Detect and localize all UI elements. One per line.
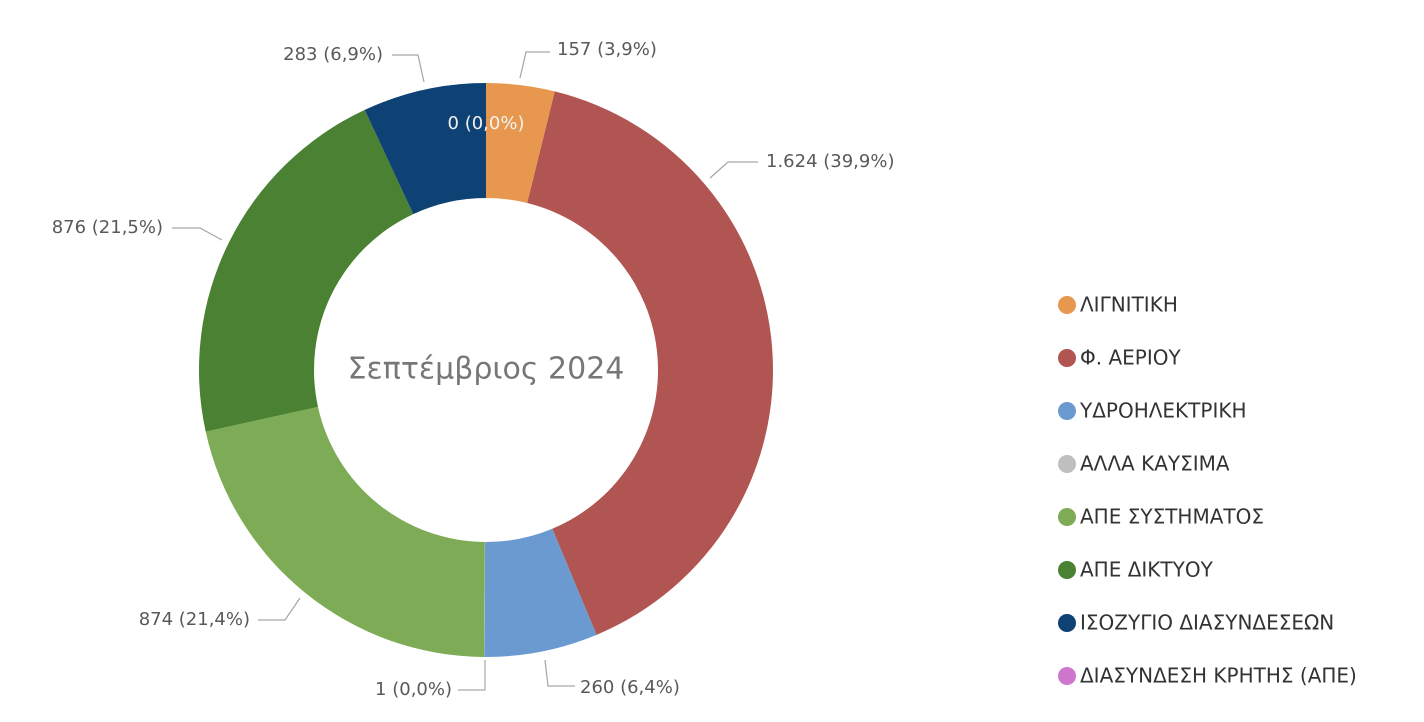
legend-marker <box>1058 614 1076 632</box>
slice <box>484 541 486 657</box>
legend-marker <box>1058 402 1076 420</box>
legend-label: Φ. ΑΕΡΙΟΥ <box>1080 346 1181 370</box>
legend-label: ΙΣΟΖΥΓΙΟ ΔΙΑΣΥΝΔΕΣΕΩΝ <box>1080 611 1334 635</box>
legend-marker <box>1058 508 1076 526</box>
legend-marker <box>1058 296 1076 314</box>
slice <box>527 91 773 635</box>
leader-line <box>258 597 301 621</box>
leader-line <box>709 161 758 179</box>
legend-marker <box>1058 455 1076 473</box>
slice <box>364 83 486 215</box>
legend-label: ΑΠΕ ΣΥΣΤΗΜΑΤΟΣ <box>1080 505 1264 529</box>
slice <box>199 109 414 432</box>
data-label: 1 (0,0%) <box>375 679 452 700</box>
data-label: 260 (6,4%) <box>580 677 680 698</box>
legend-label: ΛΙΓΝΙΤΙΚΗ <box>1080 293 1178 317</box>
slice <box>486 83 555 204</box>
legend-marker <box>1058 667 1076 685</box>
legend-label: ΑΠΕ ΔΙΚΤΥΟΥ <box>1080 558 1214 582</box>
data-label: 157 (3,9%) <box>557 39 657 60</box>
center-title: Σεπτέμβριος 2024 <box>348 352 625 387</box>
data-label: 1.624 (39,9%) <box>766 151 894 172</box>
data-label: 283 (6,9%) <box>283 44 383 65</box>
leader-line <box>172 227 223 241</box>
leader-line <box>519 51 550 79</box>
slice <box>205 406 485 657</box>
data-label: 0 (0,0%) <box>447 113 525 134</box>
leader-line <box>544 659 575 687</box>
legend-label: ΔΙΑΣΥΝΔΕΣΗ ΚΡΗΤΗΣ (ΑΠΕ) <box>1080 664 1357 688</box>
legend-label: ΑΛΛΑ ΚΑΥΣΙΜΑ <box>1080 452 1230 476</box>
leader-line <box>392 54 425 83</box>
legend-marker <box>1058 349 1076 367</box>
slice <box>484 528 597 657</box>
data-label: 876 (21,5%) <box>52 217 163 238</box>
data-label: 874 (21,4%) <box>139 609 250 630</box>
legend-label: ΥΔΡΟΗΛΕΚΤΡΙΚΗ <box>1079 399 1247 423</box>
legend-marker <box>1058 561 1076 579</box>
leader-line <box>458 660 486 691</box>
